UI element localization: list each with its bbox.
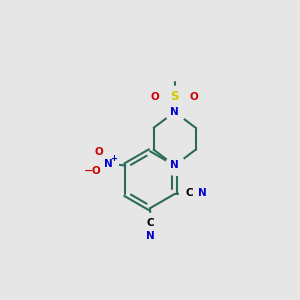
Text: N: N [170, 107, 179, 117]
Text: O: O [91, 166, 100, 176]
Text: C: C [147, 218, 154, 228]
Text: C: C [185, 188, 193, 199]
Text: O: O [190, 92, 198, 102]
Text: N: N [197, 188, 206, 199]
Text: N: N [146, 231, 155, 241]
Text: S: S [170, 90, 179, 103]
Text: O: O [95, 147, 103, 158]
Text: −: − [83, 166, 93, 176]
Text: +: + [110, 154, 117, 163]
Text: N: N [170, 160, 179, 170]
Text: N: N [104, 159, 113, 169]
Text: O: O [151, 92, 160, 102]
